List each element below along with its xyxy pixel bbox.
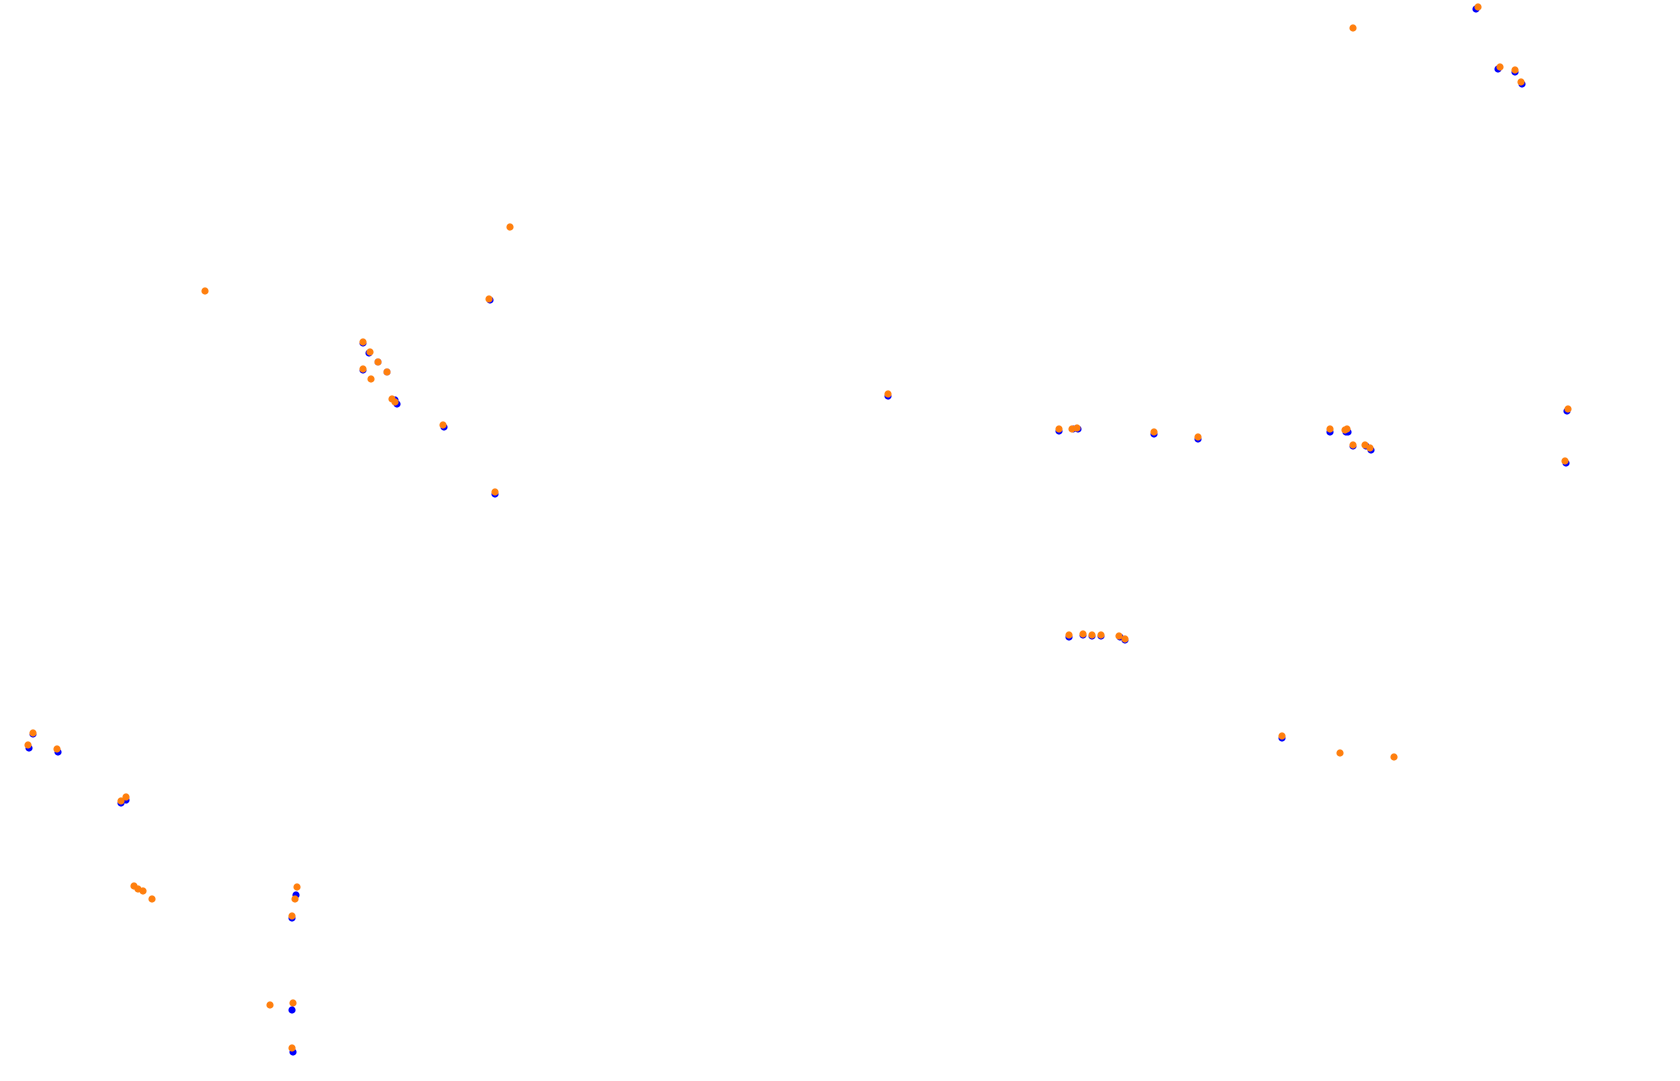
series-1-point-2	[1496, 63, 1504, 71]
series-1-point-33	[1079, 630, 1087, 638]
series-1-point-21	[1073, 424, 1081, 432]
series-1-point-24	[1326, 425, 1334, 433]
data-marks	[24, 3, 1572, 1056]
series-0-point-42	[288, 1006, 296, 1014]
series-1-point-51	[291, 895, 299, 903]
series-1-point-37	[1121, 635, 1129, 643]
series-1-point-11	[359, 365, 367, 373]
series-1-point-15	[485, 295, 493, 303]
series-1-point-18	[884, 390, 892, 398]
series-1-point-44	[117, 797, 125, 805]
series-1-point-31	[1561, 457, 1569, 465]
series-1-point-48	[139, 887, 147, 895]
series-1-point-4	[1517, 78, 1525, 86]
series-1-point-43	[53, 745, 61, 753]
series-1-point-0	[1349, 24, 1357, 32]
series-1-point-42	[29, 729, 37, 737]
series-1-point-39	[1336, 749, 1344, 757]
series-1-point-50	[293, 883, 301, 891]
series-1-point-19	[1055, 425, 1063, 433]
series-1-point-5	[201, 287, 209, 295]
series-1-point-41	[24, 741, 32, 749]
series-1-point-45	[122, 793, 130, 801]
series-1-point-12	[367, 375, 375, 383]
series-1-point-10	[383, 368, 391, 376]
series-1-point-34	[1088, 631, 1096, 639]
series-1-point-27	[1349, 441, 1357, 449]
series-1-point-32	[1065, 631, 1073, 639]
series-1-point-52	[288, 912, 296, 920]
series-1-point-23	[1194, 433, 1202, 441]
series-1-point-17	[491, 488, 499, 496]
series-1-point-14	[391, 398, 399, 406]
series-1	[24, 3, 1572, 1052]
series-1-point-16	[439, 421, 447, 429]
series-1-point-29	[1366, 444, 1374, 452]
series-1-point-22	[1150, 428, 1158, 436]
series-1-point-55	[288, 1044, 296, 1052]
series-1-point-9	[374, 358, 382, 366]
series-1-point-53	[266, 1001, 274, 1009]
series-1-point-3	[1511, 66, 1519, 74]
series-1-point-40	[1390, 753, 1398, 761]
series-1-point-1	[1474, 3, 1482, 11]
series-1-point-6	[506, 223, 514, 231]
series-1-point-7	[359, 338, 367, 346]
series-1-point-54	[289, 999, 297, 1007]
series-1-point-30	[1564, 405, 1572, 413]
series-1-point-26	[1343, 425, 1351, 433]
series-1-point-8	[366, 348, 374, 356]
series-1-point-35	[1097, 631, 1105, 639]
series-1-point-36	[1115, 632, 1123, 640]
series-1-point-38	[1278, 732, 1286, 740]
series-1-point-49	[148, 895, 156, 903]
